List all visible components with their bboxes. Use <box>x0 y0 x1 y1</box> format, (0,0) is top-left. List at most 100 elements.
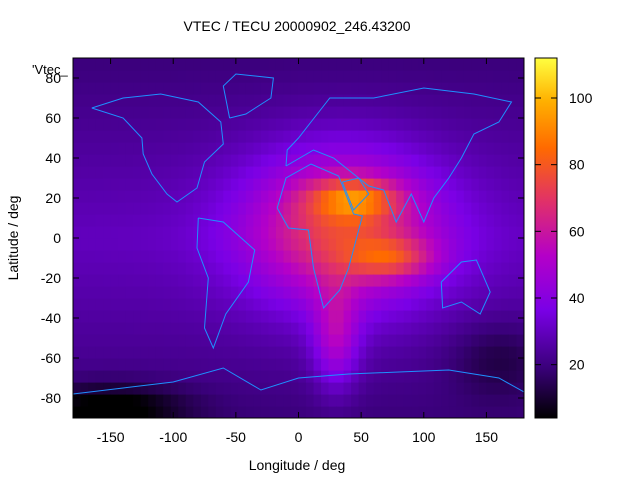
heatmap-cell <box>351 166 360 179</box>
heatmap-cell <box>441 286 450 299</box>
heatmap-cell <box>238 190 247 203</box>
coastline <box>285 87 513 224</box>
heatmap-cell <box>396 346 405 359</box>
heatmap-cell <box>358 382 367 395</box>
heatmap-cell <box>493 118 503 131</box>
heatmap-cell <box>358 394 367 407</box>
heatmap-cell <box>103 58 112 71</box>
heatmap-cell <box>125 154 134 167</box>
heatmap-cell <box>223 394 232 407</box>
heatmap-cell <box>118 70 127 83</box>
heatmap-cell <box>148 58 157 71</box>
heatmap-cell <box>388 238 397 251</box>
heatmap-cell <box>73 358 82 371</box>
heatmap-cell <box>516 118 524 131</box>
heatmap-cell <box>208 286 217 299</box>
heatmap-cell <box>148 310 157 323</box>
heatmap-cell <box>178 238 187 251</box>
heatmap-cell <box>148 70 157 83</box>
y-tick-label: -20 <box>41 270 61 286</box>
heatmap-cell <box>125 274 134 287</box>
heatmap-cell <box>215 274 224 287</box>
heatmap-cell <box>321 214 330 227</box>
heatmap-cell <box>456 238 465 251</box>
heatmap-cell <box>148 166 157 179</box>
heatmap-cell <box>306 394 315 407</box>
heatmap-cell <box>313 94 322 107</box>
heatmap-cell <box>148 238 157 251</box>
heatmap-cell <box>140 370 149 383</box>
heatmap-cell <box>463 94 472 107</box>
heatmap-cell <box>351 298 360 311</box>
heatmap-cell <box>268 118 277 131</box>
heatmap-cell <box>103 370 112 383</box>
heatmap-cell <box>163 262 172 275</box>
heatmap-cell <box>140 274 149 287</box>
heatmap-cell <box>501 70 510 83</box>
heatmap-cell <box>185 346 194 359</box>
heatmap-cell <box>411 154 420 167</box>
heatmap-cell <box>253 262 262 275</box>
heatmap-cell <box>118 406 127 418</box>
heatmap-cell <box>185 394 194 407</box>
heatmap-cell <box>260 190 270 203</box>
heatmap-cell <box>155 106 164 119</box>
heatmap-cell <box>230 130 239 143</box>
heatmap-cell <box>125 178 134 191</box>
heatmap-cell <box>275 94 285 107</box>
heatmap-cell <box>343 130 352 143</box>
heatmap-cell <box>283 166 292 179</box>
heatmap-cell <box>493 262 503 275</box>
heatmap-cell <box>463 202 472 215</box>
heatmap-cell <box>396 130 405 143</box>
heatmap-cell <box>275 310 285 323</box>
heatmap-cell <box>208 334 217 347</box>
heatmap-cell <box>351 106 360 119</box>
heatmap-cell <box>411 238 420 251</box>
heatmap-cell <box>163 190 172 203</box>
heatmap-cell <box>163 226 172 239</box>
heatmap-cell <box>290 106 300 119</box>
heatmap-cell <box>230 310 239 323</box>
coastline <box>341 177 370 211</box>
heatmap-cell <box>508 274 518 287</box>
heatmap-cell <box>343 298 352 311</box>
heatmap-cell <box>396 394 405 407</box>
heatmap-cell <box>223 406 232 418</box>
heatmap-cell <box>215 190 224 203</box>
x-axis-label: Longitude / deg <box>249 457 346 473</box>
heatmap-cell <box>170 358 179 371</box>
heatmap-cell <box>336 394 345 407</box>
heatmap-cell <box>366 370 375 383</box>
heatmap-cell <box>516 178 524 191</box>
heatmap-cell <box>140 82 149 95</box>
heatmap-cell <box>170 298 179 311</box>
heatmap-cell <box>80 394 89 407</box>
heatmap-cell <box>88 274 97 287</box>
heatmap-cell <box>88 154 97 167</box>
heatmap-cell <box>275 250 285 263</box>
heatmap-cell <box>253 334 262 347</box>
heatmap-cell <box>306 286 315 299</box>
heatmap-cell <box>463 238 472 251</box>
heatmap-cell <box>343 322 352 335</box>
heatmap-cell <box>230 286 239 299</box>
heatmap-cell <box>388 154 397 167</box>
heatmap-cell <box>148 286 157 299</box>
heatmap-cell <box>133 154 142 167</box>
heatmap-cell <box>103 82 112 95</box>
heatmap-cell <box>471 94 480 107</box>
heatmap-cell <box>358 250 367 263</box>
heatmap-cell <box>118 154 127 167</box>
heatmap-cell <box>411 70 420 83</box>
heatmap-cell <box>238 130 247 143</box>
heatmap-cell <box>185 82 194 95</box>
heatmap-cell <box>208 358 217 371</box>
heatmap-cell <box>381 250 390 263</box>
heatmap-cell <box>493 214 503 227</box>
heatmap-cell <box>275 394 285 407</box>
heatmap-cell <box>223 358 232 371</box>
heatmap-cell <box>283 358 292 371</box>
heatmap-cell <box>260 70 270 83</box>
heatmap-cell <box>155 130 164 143</box>
